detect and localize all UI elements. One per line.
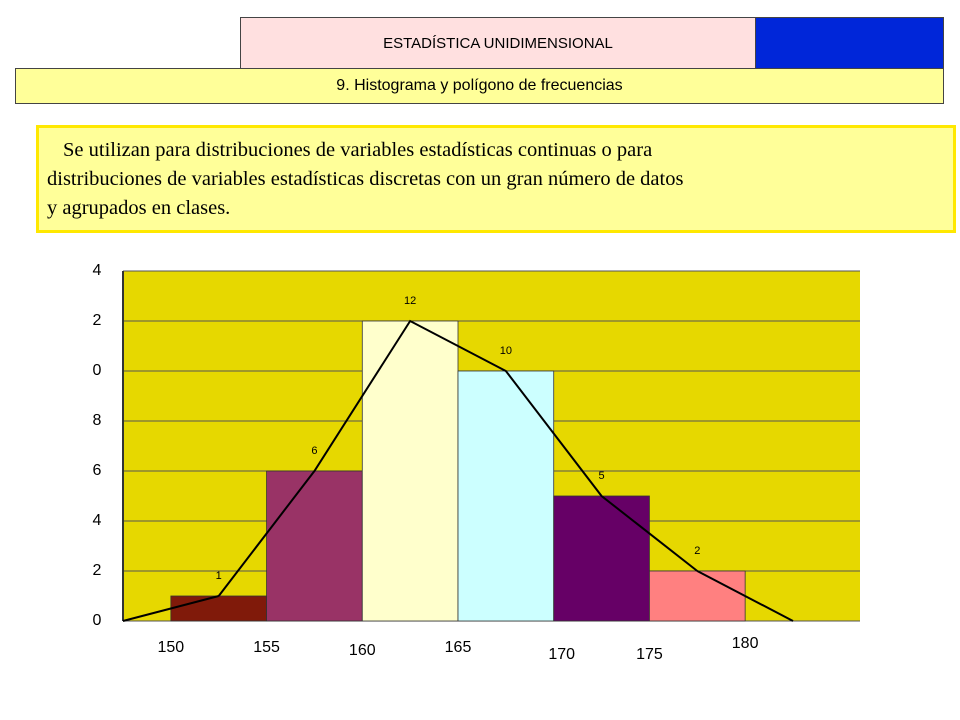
x-tick-label: 150 [158, 639, 185, 656]
y-tick-label: 0 [93, 612, 102, 629]
bar [649, 570, 746, 622]
polygon-tail [696, 570, 794, 622]
bar-label: 5 [599, 470, 605, 482]
x-tick-label: 160 [349, 642, 376, 659]
bar-label: 6 [311, 445, 317, 457]
polygon-tail [122, 595, 219, 622]
intro-line: Se utilizan para distribuciones de varia… [63, 139, 653, 161]
y-tick-label: 2 [93, 562, 102, 579]
intro-box: Se utilizan para distribuciones de varia… [36, 125, 956, 233]
y-tick-label: 2 [93, 312, 102, 329]
x-tick-label: 170 [548, 646, 575, 663]
x-tick-label: 165 [445, 639, 472, 656]
frequency-polygon [217, 319, 698, 597]
x-tick-label: 180 [732, 635, 759, 652]
subtitle: 9. Histograma y polígono de frecuencias [336, 77, 623, 94]
bar-label: 10 [500, 345, 512, 357]
x-tick-label: 175 [636, 646, 663, 663]
intro-line: y agrupados en clases. [47, 197, 231, 219]
y-tick-label: 8 [93, 412, 102, 429]
x-tick-label: 155 [253, 639, 280, 656]
title: ESTADÍSTICA UNIDIMENSIONAL [383, 34, 613, 52]
bar [266, 470, 363, 622]
intro-line: distribuciones de variables estadísticas… [47, 168, 684, 190]
bar [170, 595, 267, 622]
y-tick-label: 4 [93, 262, 102, 279]
title-box: ESTADÍSTICA UNIDIMENSIONAL [240, 17, 756, 69]
bar [361, 320, 459, 622]
y-tick-label: 4 [93, 512, 102, 529]
bar [457, 370, 555, 622]
y-tick-label: 0 [93, 362, 102, 379]
y-tick-label: 6 [93, 462, 102, 479]
bar-label: 2 [694, 545, 700, 557]
bar [553, 495, 650, 622]
bar-label: 1 [216, 570, 222, 582]
bar-label: 12 [404, 295, 416, 307]
subtitle-box: 9. Histograma y polígono de frecuencias [15, 68, 944, 104]
